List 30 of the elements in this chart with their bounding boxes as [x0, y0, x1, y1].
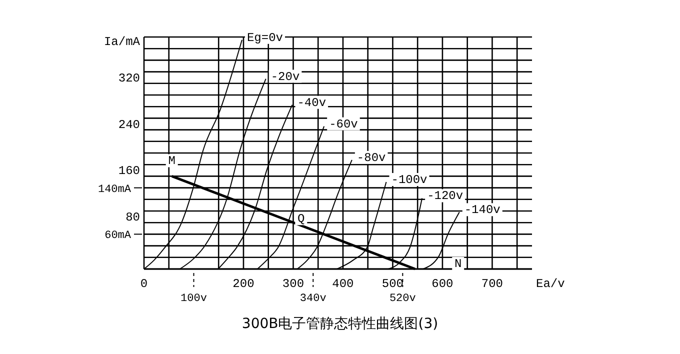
annotation: N	[454, 257, 462, 271]
series-label: Eg=0v	[246, 30, 284, 45]
ref-line-label: 140mA	[98, 184, 132, 196]
x-tick-label: 600	[432, 277, 454, 291]
x-tick-label: 300	[282, 277, 304, 291]
series-label: -140v	[464, 203, 500, 218]
text: 300B电子管静态特性曲线图(3)	[242, 316, 438, 332]
series-label: -80v	[356, 150, 386, 165]
y-tick-label: 240	[118, 118, 140, 132]
ref-line-label: 100v	[180, 293, 208, 305]
x-tick-label: 400	[332, 277, 354, 291]
x-tick-label: 500	[382, 277, 404, 291]
series-label: -100v	[391, 173, 428, 187]
x-tick-label: 0	[140, 277, 148, 291]
ref-line-label: 520v	[389, 293, 416, 305]
y-tick-label: 160	[118, 164, 140, 178]
x-tick-label: 200	[232, 277, 254, 291]
x-axis-title: Ea/v	[536, 277, 565, 291]
annotation: M	[168, 154, 176, 168]
ref-line-label: 340v	[300, 293, 327, 305]
y-tick-label: 320	[118, 71, 140, 86]
series-label: -60v	[329, 117, 358, 132]
series-label: -120v	[427, 189, 464, 204]
series-label: -40v	[297, 96, 326, 110]
annotation: Q	[298, 212, 305, 226]
x-tick-label: 700	[481, 277, 504, 291]
y-tick-label: 80	[126, 210, 140, 225]
ref-line-label: 60mA	[104, 230, 132, 242]
series-label: -20v	[270, 70, 300, 84]
y-axis-title: Ia/mA	[104, 35, 141, 49]
